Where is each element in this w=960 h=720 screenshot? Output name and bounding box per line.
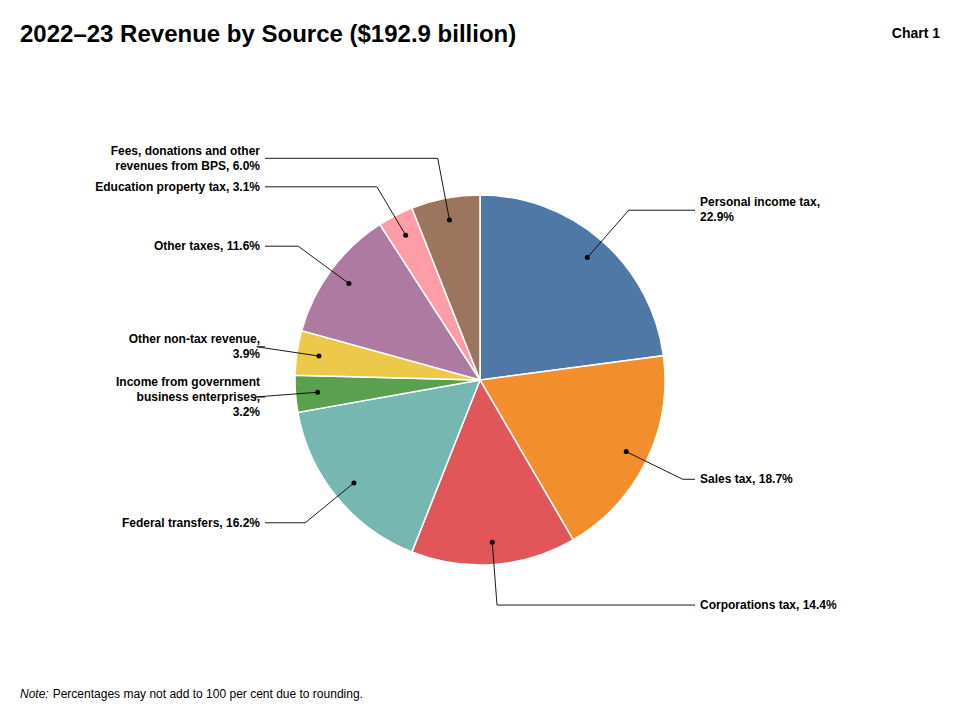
labels: Personal income tax,22.9% Sales tax, 18.7… [95, 144, 837, 612]
label-dot [316, 354, 321, 359]
leader-line [257, 347, 319, 356]
label-dot [490, 540, 495, 545]
slice-label-line: 3.9% [233, 347, 261, 361]
slices [295, 195, 665, 565]
note-text: Percentages may not add to 100 per cent … [53, 687, 363, 701]
slice-label-line: Other non-tax revenue, [129, 332, 260, 346]
slice-label: Other non-tax revenue,3.9% [129, 332, 261, 361]
slice-label-line: Federal transfers, 16.2% [122, 516, 260, 530]
label-dot [447, 218, 452, 223]
slice-label: Education property tax, 3.1% [95, 180, 260, 194]
leader-line [265, 246, 349, 283]
label-dot [346, 281, 351, 286]
note: Note: Percentages may not add to 100 per … [20, 687, 363, 701]
slice-label: Sales tax, 18.7% [700, 472, 793, 486]
leader-line [492, 542, 695, 605]
slice-label-line: Income from government [116, 375, 260, 389]
label-dot [403, 233, 408, 238]
slice [480, 195, 663, 380]
slice-label-line: Education property tax, 3.1% [95, 180, 260, 194]
slice-label-line: Other taxes, 11.6% [154, 239, 260, 253]
slice-label-line: 3.2% [233, 405, 261, 419]
slice [412, 195, 480, 380]
label-dot [585, 255, 590, 260]
slice-label: Federal transfers, 16.2% [122, 516, 260, 530]
slice-label-line: Sales tax, 18.7% [700, 472, 793, 486]
leader-line [265, 483, 354, 523]
leader-line [626, 452, 695, 480]
slice-label: Corporations tax, 14.4% [700, 598, 837, 612]
slice-label-line: Corporations tax, 14.4% [700, 598, 837, 612]
leader-line [255, 392, 318, 397]
chart-label: Chart 1 [892, 25, 940, 41]
slice-label: Income from governmentbusiness enterpris… [116, 375, 260, 419]
label-dot [351, 480, 356, 485]
leader-line [587, 210, 695, 257]
slice-label-line: Fees, donations and other [111, 144, 261, 158]
label-dot [624, 449, 629, 454]
slice-label: Personal income tax,22.9% [700, 195, 820, 224]
chart: 2022–23 Revenue by Source ($192.9 billio… [0, 0, 960, 720]
pie: Personal income tax,22.9% Sales tax, 18.7… [95, 144, 837, 612]
note-lead: Note: [20, 687, 49, 701]
title: 2022–23 Revenue by Source ($192.9 billio… [20, 20, 516, 47]
leader-line [265, 187, 406, 235]
slice-label: Other taxes, 11.6% [154, 239, 260, 253]
slice-label: Fees, donations and otherrevenues from B… [111, 144, 261, 173]
slice-label-line: 22.9% [700, 210, 734, 224]
slice-label-line: business enterprises, [137, 390, 260, 404]
slice [295, 375, 480, 412]
slice-label-line: Personal income tax, [700, 195, 820, 209]
leader-line [265, 158, 449, 220]
slice-label-line: revenues from BPS, 6.0% [115, 159, 260, 173]
label-dot [315, 390, 320, 395]
